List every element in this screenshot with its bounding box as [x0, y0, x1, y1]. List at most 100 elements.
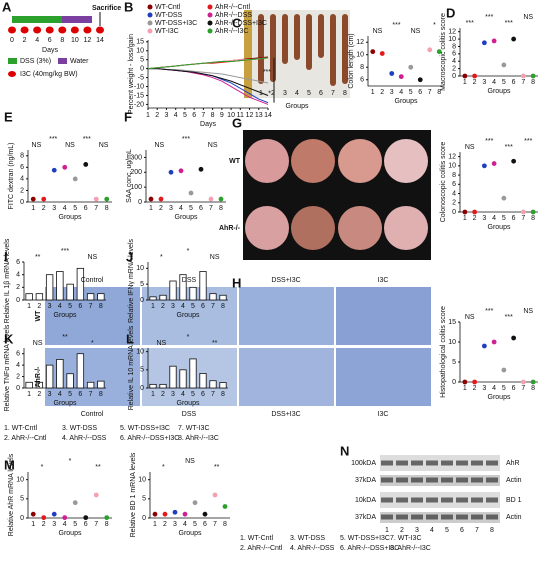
- y-tick-label: -20: [134, 101, 144, 108]
- significance: NS: [210, 254, 220, 261]
- legend-label: WT-DSS: [155, 12, 183, 19]
- group-mean: [158, 196, 164, 202]
- significance: NS: [523, 14, 533, 21]
- x-label: Days: [200, 121, 216, 128]
- x-tick-label: 7: [89, 391, 93, 398]
- bar: [189, 286, 197, 301]
- group-mean: [472, 379, 478, 385]
- panel-label: L: [126, 331, 134, 346]
- row-label: WT: [229, 158, 241, 165]
- legend-label: AhR-/--I3C: [215, 28, 248, 35]
- bar: [56, 271, 64, 301]
- x-tick-label: 5: [502, 215, 506, 222]
- column-label: I3C: [378, 411, 389, 418]
- x-tick-label: 6: [512, 79, 516, 86]
- x-tick-label: 4: [63, 521, 67, 528]
- band: [426, 497, 438, 503]
- x-tick-label: 5: [183, 112, 187, 119]
- group-mean: [104, 196, 110, 202]
- group-mean: [182, 511, 188, 517]
- group-legend: 4. AhR-/--DSS: [62, 435, 107, 442]
- y-tick-label: 8: [452, 172, 456, 179]
- x-tick-label: 8: [221, 303, 225, 310]
- group-mean: [491, 339, 497, 345]
- x-label: Groups: [59, 530, 82, 537]
- y-tick-label: 0: [140, 297, 144, 304]
- group-mean: [481, 343, 487, 349]
- y-tick-label: -10: [134, 83, 144, 90]
- x-tick-label: 1: [463, 385, 467, 392]
- x-tick-label: 1: [27, 303, 31, 310]
- x-tick-label: 3: [482, 79, 486, 86]
- x-tick-label: 4: [58, 391, 62, 398]
- size-marker: 10kDA: [355, 497, 376, 504]
- panel-label: J: [126, 249, 133, 264]
- legend-label: WT-Cntl: [155, 4, 181, 11]
- group-mean: [520, 209, 526, 215]
- significance: ***: [485, 308, 493, 315]
- x-label: Groups: [177, 400, 200, 407]
- group-mean: [51, 167, 57, 173]
- y-tick-label: 5: [452, 359, 456, 366]
- band: [426, 477, 438, 483]
- x-tick-label: 4: [174, 112, 178, 119]
- panel-label: E: [4, 109, 13, 124]
- lane-label: 1: [259, 90, 263, 97]
- y-tick-label: 10: [16, 477, 24, 484]
- y-label: Relative TNFα mRNA levels: [4, 324, 11, 411]
- column-label: Control: [81, 411, 104, 418]
- y-label: Relative IL 1β mRNA levels: [4, 238, 11, 323]
- x-tick-label: 8: [219, 205, 223, 212]
- bar: [199, 373, 207, 389]
- group-mean: [472, 73, 478, 79]
- x-tick-label: 8: [531, 215, 535, 222]
- y-label: Relative IFNγ mRNA levels: [128, 238, 135, 323]
- y-tick-label: 4: [16, 362, 20, 369]
- y-tick-label: 10: [136, 265, 144, 272]
- bar: [86, 381, 95, 389]
- y-tick-label: 8: [452, 43, 456, 50]
- day-marker: [8, 26, 16, 34]
- x-tick-label: 2: [42, 205, 46, 212]
- group-mean: [481, 163, 487, 169]
- x-tick-label: 7: [209, 205, 213, 212]
- band: [381, 497, 393, 503]
- significance: ***: [263, 69, 271, 76]
- y-label: Colon length (cm): [348, 33, 355, 88]
- x-label: Groups: [59, 214, 82, 221]
- x-tick-label: 3: [52, 521, 56, 528]
- group-legend: 8. AhR-/--I3C: [178, 435, 219, 442]
- bar: [149, 383, 157, 389]
- y-tick-label: -15: [134, 92, 144, 99]
- significance: *: [160, 254, 163, 261]
- panel-label: C: [232, 15, 242, 30]
- day-marker: [58, 26, 67, 34]
- colon: [294, 14, 300, 60]
- significance: *: [162, 464, 165, 471]
- x-tick-label: 6: [192, 112, 196, 119]
- x-tick-label: 5: [73, 205, 77, 212]
- y-tick-label: 0: [16, 385, 20, 392]
- group-legend: 1. WT-Cntl: [240, 535, 274, 542]
- band: [396, 497, 408, 503]
- band: [441, 477, 453, 483]
- bar: [45, 274, 54, 301]
- group-mean: [370, 49, 376, 55]
- bar: [189, 358, 197, 389]
- y-label: Colonoscopic colitis score: [440, 142, 447, 223]
- legend-label: AhR-/--DSS: [215, 12, 252, 19]
- y-tick-label: 4: [16, 272, 20, 279]
- y-tick-label: 300: [130, 154, 142, 161]
- x-label: Groups: [488, 224, 511, 231]
- x-tick-label: 7: [521, 385, 525, 392]
- band: [426, 460, 438, 466]
- group-mean: [168, 169, 174, 175]
- y-tick-label: 10: [356, 52, 364, 59]
- x-tick-label: 7: [89, 303, 93, 310]
- day-marker: [45, 26, 54, 34]
- panel-label: I: [4, 249, 8, 264]
- x-tick-label: 7: [94, 521, 98, 528]
- bar: [56, 359, 64, 389]
- x-tick-label: 1: [146, 112, 150, 119]
- row-label: WT: [35, 310, 42, 322]
